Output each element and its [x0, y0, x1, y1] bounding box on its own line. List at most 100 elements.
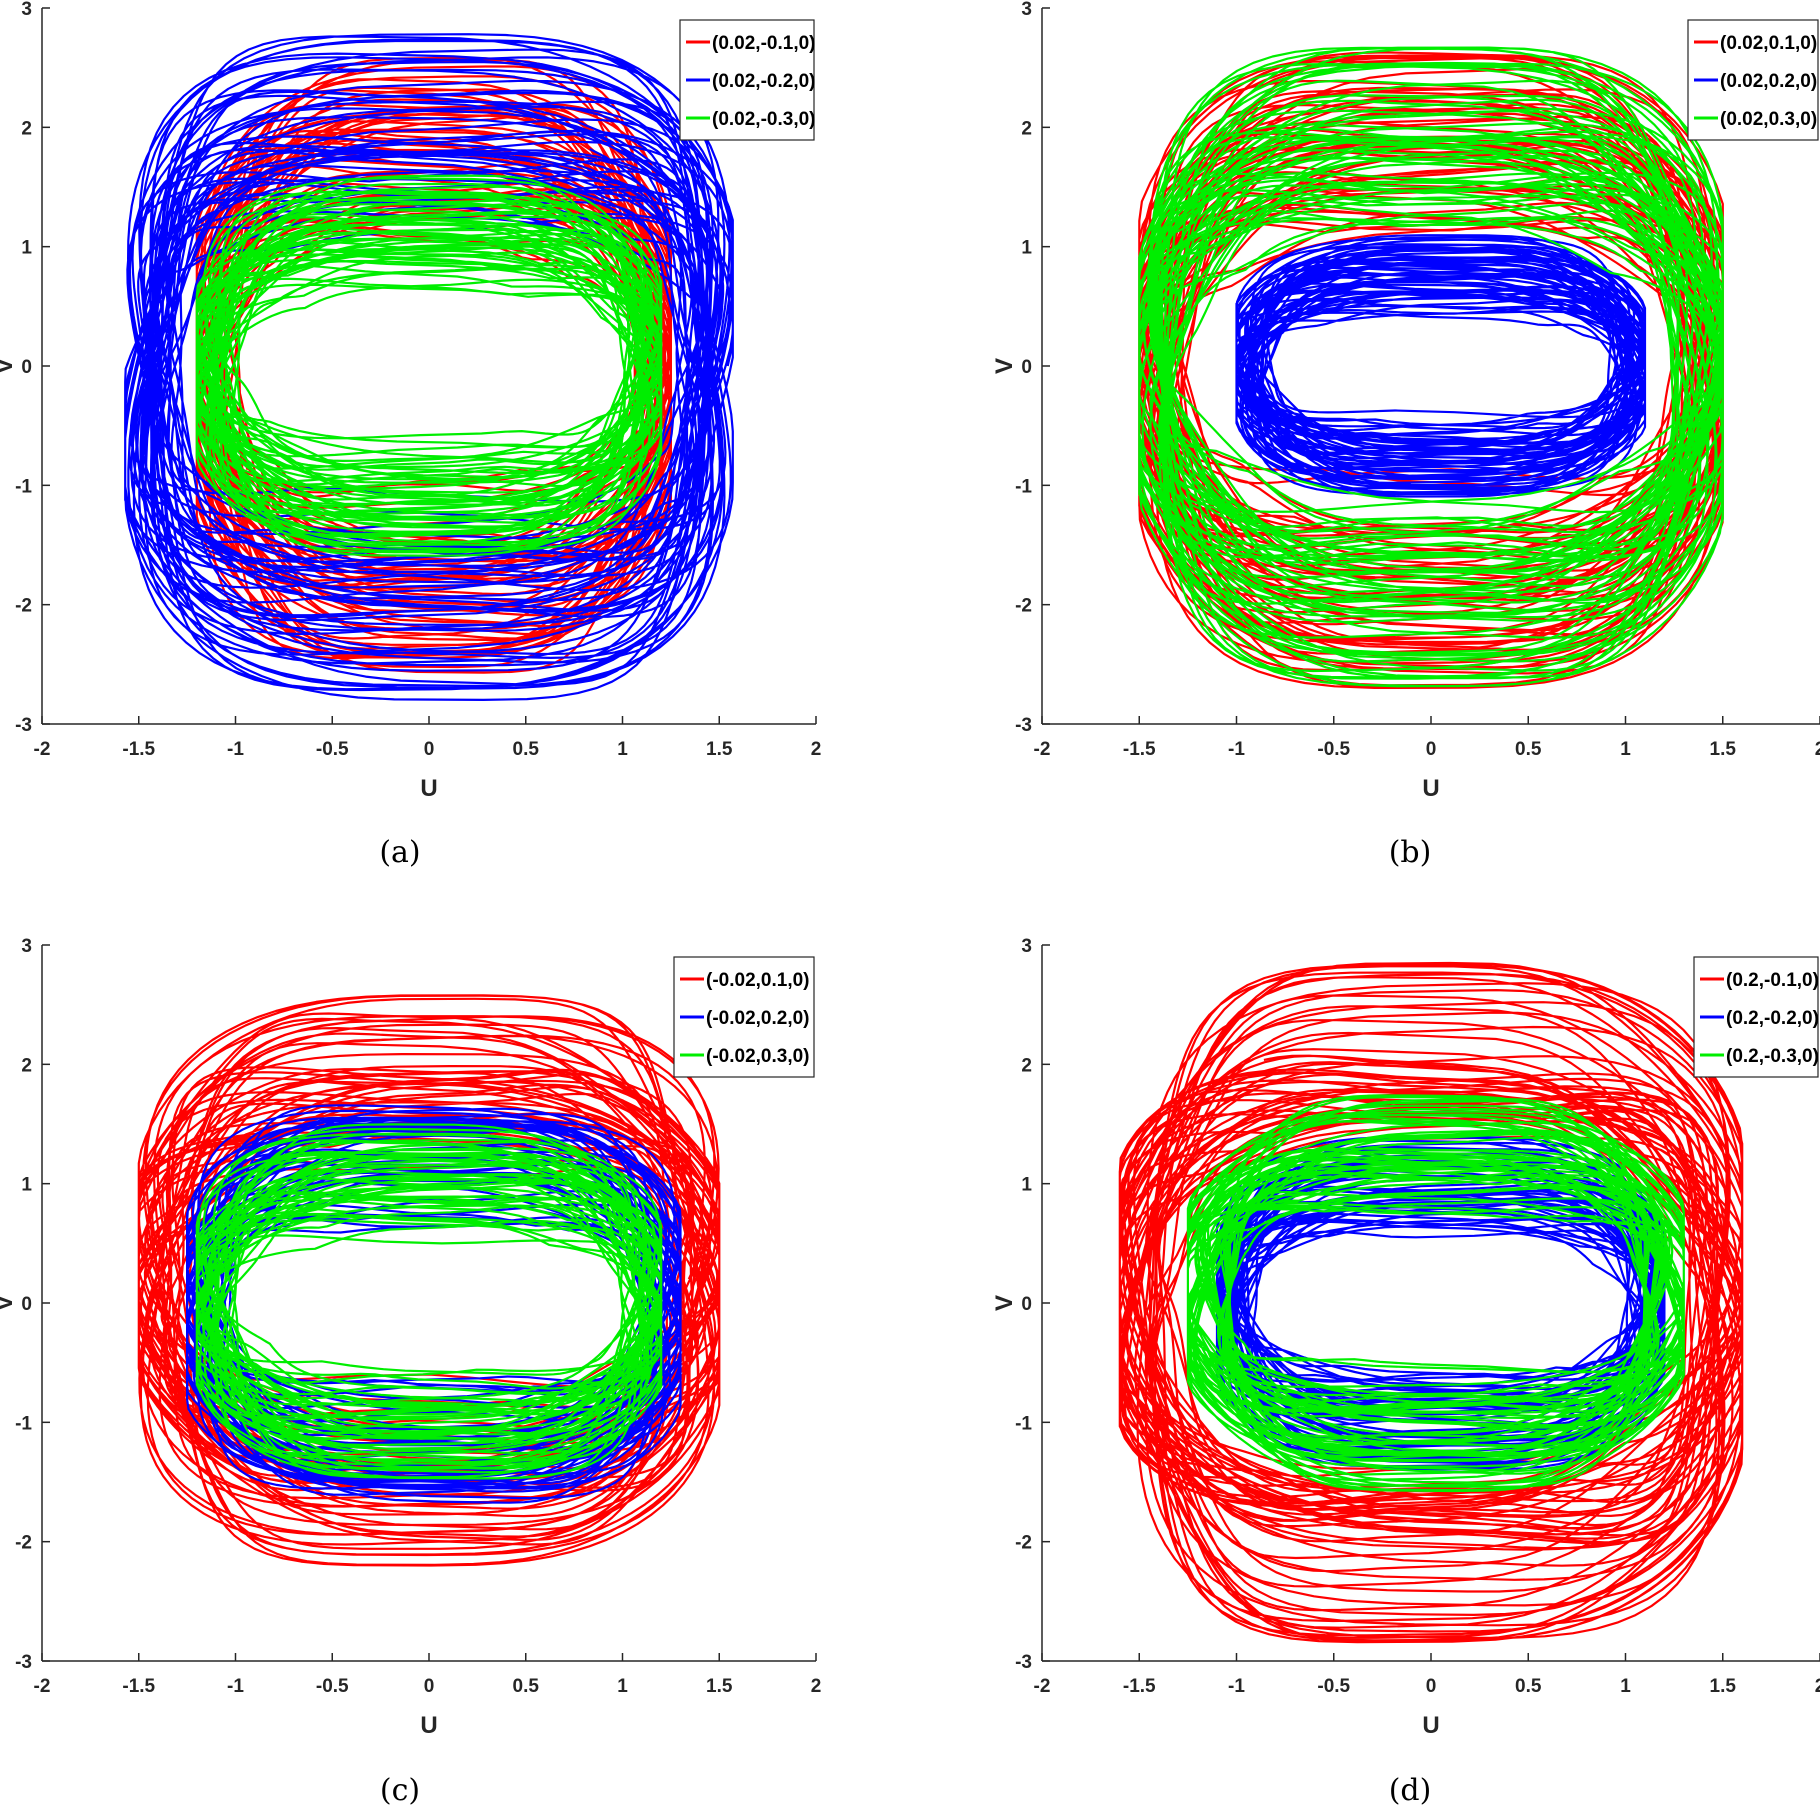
y-tick-label: 1	[21, 1175, 32, 1196]
x-tick-label: -2	[34, 739, 51, 760]
x-tick-label: 0	[424, 739, 435, 760]
x-tick-label: -2	[34, 1676, 51, 1697]
x-tick-label: -1.5	[1123, 1676, 1156, 1697]
x-tick-label: -2	[1034, 739, 1051, 760]
trajectories	[1118, 961, 1744, 1644]
x-tick-label: 0.5	[513, 1676, 540, 1697]
x-tick-label: 2	[1815, 739, 1820, 760]
panel-caption: (d)	[1389, 1773, 1432, 1808]
y-tick-label: -2	[15, 1533, 32, 1554]
trajectories	[137, 994, 721, 1567]
y-tick-label: 0	[1021, 357, 1032, 378]
legend: (0.02,-0.1,0) (0.02,-0.2,0) (0.02,-0.3,0)	[679, 19, 816, 141]
legend-entry: (0.2,-0.2,0)	[1726, 1008, 1819, 1029]
x-tick-label: -0.5	[1317, 1676, 1350, 1697]
y-tick-label: -3	[15, 715, 32, 736]
x-axis-label: U	[420, 1712, 437, 1739]
y-tick-label: 0	[21, 357, 32, 378]
panel-c: -2-1.5-1-0.500.511.52-3-2-10123UV(-0.02,…	[0, 936, 821, 1808]
y-tick-label: 3	[1021, 936, 1032, 957]
y-tick-label: 3	[1021, 0, 1032, 20]
x-tick-label: -2	[1034, 1676, 1051, 1697]
legend-entry: (0.02,0.3,0)	[1720, 109, 1817, 130]
legend-entry: (-0.02,0.2,0)	[706, 1008, 810, 1029]
series-line	[1186, 1094, 1685, 1493]
x-tick-label: 0.5	[513, 739, 540, 760]
legend-entry: (0.02,-0.1,0)	[712, 33, 816, 54]
panel-caption: (a)	[379, 835, 420, 870]
series-line	[1118, 961, 1744, 1644]
x-tick-label: 1	[617, 739, 628, 760]
x-tick-label: -1	[227, 1676, 244, 1697]
x-tick-label: 0	[424, 1676, 435, 1697]
legend-entry: (0.2,-0.3,0)	[1726, 1046, 1819, 1067]
y-axis-label: V	[991, 1295, 1018, 1311]
y-tick-label: -1	[15, 476, 32, 497]
legend-entry: (0.02,-0.3,0)	[712, 109, 816, 130]
x-tick-label: 2	[811, 739, 822, 760]
trajectories	[1138, 46, 1724, 689]
x-tick-label: 1.5	[1710, 739, 1737, 760]
y-axis-label: V	[0, 358, 18, 374]
x-tick-label: -1.5	[122, 739, 155, 760]
y-tick-label: 1	[21, 238, 32, 259]
x-tick-label: -0.5	[316, 739, 349, 760]
x-axis-label: U	[1422, 1712, 1439, 1739]
x-tick-label: 1	[1620, 1676, 1631, 1697]
legend-entry: (0.02,-0.2,0)	[712, 71, 816, 92]
panel-caption: (b)	[1389, 835, 1432, 870]
series-line	[1138, 46, 1724, 688]
x-tick-label: 1	[617, 1676, 628, 1697]
x-axis-label: U	[1422, 775, 1439, 802]
legend: (0.02,0.1,0) (0.02,0.2,0) (0.02,0.3,0)	[1687, 19, 1819, 141]
y-tick-label: 2	[21, 1055, 32, 1076]
y-axis-label: V	[0, 1295, 18, 1311]
y-tick-label: 0	[1021, 1294, 1032, 1315]
y-axis-label: V	[991, 358, 1018, 374]
x-tick-label: 0.5	[1515, 739, 1542, 760]
x-tick-label: 1.5	[706, 1676, 733, 1697]
y-tick-label: -3	[1015, 715, 1032, 736]
panel-b: -2-1.5-1-0.500.511.52-3-2-10123UV(0.02,0…	[991, 0, 1820, 870]
y-tick-label: -2	[1015, 596, 1032, 617]
y-tick-label: -1	[1015, 476, 1032, 497]
y-tick-label: -3	[15, 1652, 32, 1673]
legend-entry: (0.02,0.2,0)	[1720, 71, 1817, 92]
x-tick-label: 2	[811, 1676, 822, 1697]
trajectories	[124, 33, 734, 701]
x-tick-label: -1.5	[122, 1676, 155, 1697]
legend: (0.2,-0.1,0) (0.2,-0.2,0) (0.2,-0.3,0)	[1693, 956, 1819, 1078]
legend-entry: (-0.02,0.1,0)	[706, 970, 810, 991]
x-tick-label: -0.5	[316, 1676, 349, 1697]
y-tick-label: -1	[15, 1413, 32, 1434]
y-tick-label: -3	[1015, 1652, 1032, 1673]
x-tick-label: -1	[1228, 739, 1245, 760]
x-tick-label: -1.5	[1123, 739, 1156, 760]
legend-entry: (0.02,0.1,0)	[1720, 33, 1817, 54]
y-tick-label: 3	[21, 936, 32, 957]
y-tick-label: 1	[1021, 238, 1032, 259]
x-tick-label: -1	[1228, 1676, 1245, 1697]
y-tick-label: 1	[1021, 1175, 1032, 1196]
y-tick-label: -2	[1015, 1533, 1032, 1554]
y-tick-label: -2	[15, 596, 32, 617]
x-tick-label: 0	[1426, 739, 1437, 760]
series-line	[195, 174, 663, 557]
y-tick-label: 3	[21, 0, 32, 20]
y-tick-label: -1	[1015, 1413, 1032, 1434]
legend: (-0.02,0.1,0) (-0.02,0.2,0) (-0.02,0.3,0)	[673, 956, 815, 1078]
x-tick-label: 2	[1815, 1676, 1820, 1697]
series-line	[195, 1123, 663, 1480]
x-axis-label: U	[420, 775, 437, 802]
x-tick-label: -1	[227, 739, 244, 760]
x-tick-label: 1.5	[706, 739, 733, 760]
x-tick-label: -0.5	[1317, 739, 1350, 760]
y-tick-label: 2	[1021, 118, 1032, 139]
panel-caption: (c)	[380, 1773, 420, 1808]
legend-entry: (-0.02,0.3,0)	[706, 1046, 810, 1067]
x-tick-label: 0	[1426, 1676, 1437, 1697]
panel-d: -2-1.5-1-0.500.511.52-3-2-10123UV(0.2,-0…	[991, 936, 1820, 1808]
y-tick-label: 2	[1021, 1055, 1032, 1076]
x-tick-label: 1	[1620, 739, 1631, 760]
